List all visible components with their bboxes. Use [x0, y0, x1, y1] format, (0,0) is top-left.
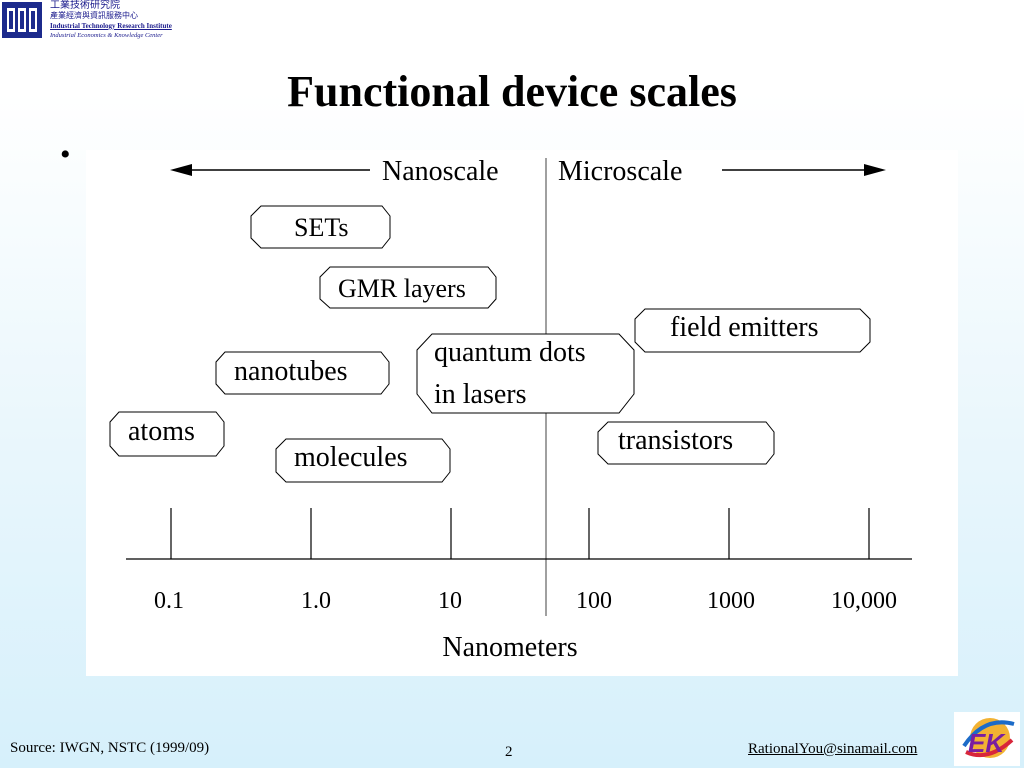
right-arrow-head	[864, 164, 886, 176]
label-nanotubes: nanotubes	[234, 356, 348, 387]
device-scale-diagram: Nanoscale Microscale SETs GMR layers fie…	[86, 150, 958, 676]
tick-label-10000: 10,000	[831, 588, 897, 614]
page-number: 2	[505, 744, 513, 760]
bullet-point: •	[60, 138, 71, 171]
nanoscale-label: Nanoscale	[382, 156, 499, 187]
tick-label-1000: 1000	[707, 588, 755, 614]
box-atoms: atoms	[109, 411, 225, 457]
label-atoms: atoms	[128, 416, 195, 447]
box-quantum-dots: quantum dots in lasers	[416, 333, 635, 414]
box-molecules: molecules	[275, 438, 451, 483]
box-nanotubes: nanotubes	[215, 351, 390, 395]
org-center-english: Industrial Economics & Knowledge Center	[50, 32, 163, 39]
org-name-chinese: 工業技術研究院	[50, 0, 120, 11]
tick-label-1.0: 1.0	[301, 588, 331, 614]
iek-logo: EK	[954, 712, 1020, 766]
axis-ticks	[170, 508, 870, 559]
box-transistors: transistors	[597, 421, 775, 465]
svg-text:EK: EK	[968, 728, 1006, 758]
microscale-label: Microscale	[558, 156, 682, 187]
left-arrow-head	[170, 164, 192, 176]
contact-email-link[interactable]: RationalYou@sinamail.com	[748, 741, 918, 757]
label-quantum-dots-line1: quantum dots	[434, 337, 586, 368]
tick-label-10: 10	[438, 588, 462, 614]
source-citation: Source: IWGN, NSTC (1999/09)	[10, 740, 210, 756]
label-transistors: transistors	[618, 425, 733, 456]
label-quantum-dots-line2: in lasers	[434, 379, 527, 410]
slide-title: Functional device scales	[287, 67, 737, 116]
label-sets: SETs	[294, 213, 349, 242]
itri-logo	[2, 2, 42, 38]
org-center-chinese: 產業經濟與資訊服務中心	[50, 11, 138, 20]
label-molecules: molecules	[294, 442, 408, 473]
box-field-emitters: field emitters	[634, 308, 871, 353]
label-gmr-layers: GMR layers	[338, 274, 466, 303]
organization-name: 工業技術研究院 產業經濟與資訊服務中心 Industrial Technolog…	[50, 1, 172, 41]
axis-title: Nanometers	[442, 632, 577, 663]
tick-label-100: 100	[576, 588, 612, 614]
tick-label-0.1: 0.1	[154, 588, 184, 614]
box-gmr-layers: GMR layers	[319, 266, 497, 309]
org-name-english: Industrial Technology Research Institute	[50, 22, 172, 30]
box-sets: SETs	[250, 205, 391, 249]
label-field-emitters: field emitters	[670, 312, 819, 343]
